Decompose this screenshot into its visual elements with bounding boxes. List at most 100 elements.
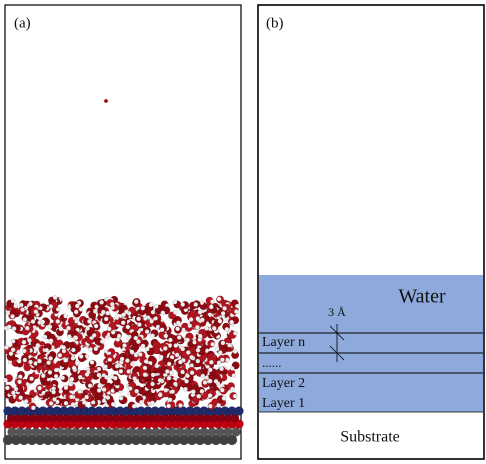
- hydrogen: [70, 377, 74, 381]
- hydrogen: [158, 378, 162, 382]
- substrate-atom: [72, 428, 81, 437]
- hydrogen: [126, 325, 130, 329]
- hydrogen: [196, 348, 200, 352]
- substrate-atom: [192, 428, 201, 437]
- hydrogen: [134, 300, 138, 304]
- hydrogen: [154, 304, 158, 308]
- layer-label: ......: [262, 355, 282, 370]
- hydrogen: [173, 310, 177, 314]
- hydrogen: [49, 401, 53, 405]
- hydrogen: [90, 360, 94, 364]
- hydrogen: [103, 365, 107, 369]
- hydrogen: [145, 330, 149, 334]
- hydrogen: [155, 364, 159, 368]
- hydrogen: [54, 374, 58, 378]
- hydrogen: [11, 348, 15, 352]
- hydrogen: [130, 350, 134, 354]
- hydrogen: [214, 379, 218, 383]
- hydrogen: [49, 339, 53, 343]
- hydrogen: [143, 373, 147, 377]
- hydrogen: [185, 338, 189, 342]
- hydrogen: [25, 326, 29, 330]
- hydrogen: [34, 310, 38, 314]
- hydrogen: [48, 370, 52, 374]
- hydrogen: [218, 350, 222, 354]
- hydrogen: [208, 379, 212, 383]
- hydrogen: [175, 353, 179, 357]
- hydrogen: [56, 319, 60, 323]
- hydrogen: [27, 338, 31, 342]
- substrate-atom: [160, 428, 169, 437]
- hydrogen: [167, 376, 171, 380]
- hydrogen: [221, 311, 225, 315]
- substrate-atom: [144, 428, 153, 437]
- hydrogen: [20, 307, 24, 311]
- hydrogen: [78, 389, 82, 393]
- hydrogen: [135, 389, 139, 393]
- hydrogen: [196, 359, 200, 363]
- hydrogen: [64, 386, 68, 390]
- hydrogen: [75, 304, 79, 308]
- hydrogen: [4, 345, 8, 349]
- hydrogen: [87, 319, 91, 323]
- hydrogen: [222, 396, 226, 400]
- substrate-atom: [80, 428, 89, 437]
- hydrogen: [110, 302, 114, 306]
- hydrogen: [160, 328, 164, 332]
- hydrogen: [159, 355, 163, 359]
- hydrogen: [185, 374, 189, 378]
- hydrogen: [209, 360, 213, 364]
- hydrogen: [43, 335, 47, 339]
- hydrogen: [191, 390, 195, 394]
- hydrogen: [94, 324, 98, 328]
- hydrogen: [178, 403, 182, 407]
- substrate-atom: [88, 428, 97, 437]
- oxygen: [104, 99, 108, 103]
- hydrogen: [28, 360, 32, 364]
- hydrogen: [115, 364, 119, 368]
- substrate-atom: [32, 428, 41, 437]
- hydrogen: [132, 404, 136, 408]
- substrate-atom: [152, 428, 161, 437]
- hydrogen: [78, 375, 82, 379]
- hydrogen: [59, 389, 63, 393]
- panel-label: (a): [14, 15, 31, 31]
- hydrogen: [22, 340, 26, 344]
- hydrogen: [58, 353, 62, 357]
- hydrogen: [150, 334, 154, 338]
- hydrogen: [184, 379, 188, 383]
- hydrogen: [24, 399, 28, 403]
- substrate-atom: [216, 428, 225, 437]
- hydrogen: [48, 356, 52, 360]
- hydrogen: [167, 362, 171, 366]
- hydrogen: [188, 324, 192, 328]
- hydrogen: [23, 358, 27, 362]
- hydrogen: [133, 376, 137, 380]
- hydrogen: [151, 310, 155, 314]
- hydrogen: [158, 393, 162, 397]
- hydrogen: [71, 356, 75, 360]
- substrate-atom: [120, 428, 129, 437]
- hydrogen: [36, 343, 40, 347]
- hydrogen: [72, 366, 76, 370]
- water-label: Water: [398, 286, 446, 308]
- hydrogen: [176, 321, 180, 325]
- hydrogen: [74, 336, 78, 340]
- hydrogen: [97, 373, 101, 377]
- hydrogen: [28, 302, 32, 306]
- hydrogen: [211, 342, 215, 346]
- hydrogen: [61, 376, 65, 380]
- substrate-atom: [112, 428, 121, 437]
- hydrogen: [168, 398, 172, 402]
- hydrogen: [116, 337, 120, 341]
- hydrogen: [138, 352, 142, 356]
- substrate-atom: [48, 428, 57, 437]
- hydrogen: [227, 343, 231, 347]
- hydrogen: [232, 373, 236, 377]
- hydrogen: [178, 360, 182, 364]
- hydrogen: [102, 387, 106, 391]
- hydrogen: [150, 401, 154, 405]
- hydrogen: [115, 316, 119, 320]
- hydrogen: [11, 339, 15, 343]
- hydrogen: [230, 320, 234, 324]
